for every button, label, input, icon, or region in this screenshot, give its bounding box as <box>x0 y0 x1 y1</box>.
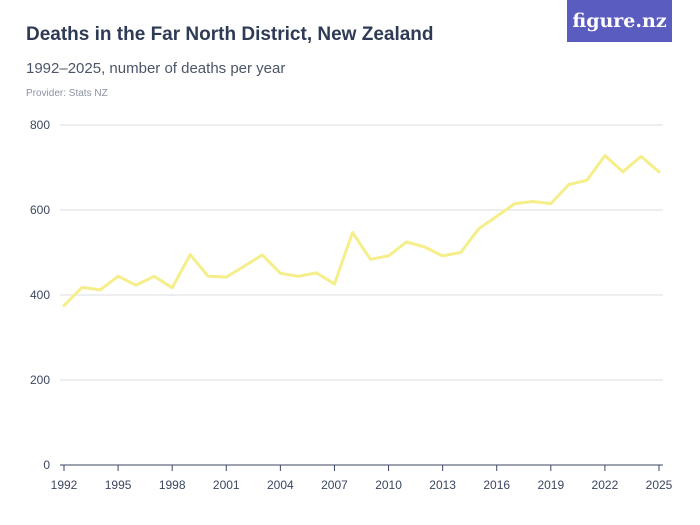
x-tick-label: 2001 <box>213 478 240 492</box>
data-provider: Provider: Stats NZ <box>26 88 108 99</box>
data-point[interactable] <box>350 230 355 235</box>
y-tick-label: 0 <box>43 458 50 472</box>
series-line-0 <box>62 154 661 308</box>
y-tick-label: 400 <box>30 288 50 302</box>
data-point[interactable] <box>242 264 247 269</box>
data-point[interactable] <box>620 169 625 174</box>
x-tick-label: 1998 <box>159 478 186 492</box>
x-axis: 1992 1995 1998 2001 2004 2007 2010 2013 2016 2019… <box>51 464 673 492</box>
x-tick-label: 2013 <box>429 478 456 492</box>
data-point[interactable] <box>440 253 445 258</box>
x-tick-label: 2007 <box>321 478 348 492</box>
chart-subtitle: 1992–2025, number of deaths per year <box>26 60 286 77</box>
x-tick-label: 2016 <box>483 478 510 492</box>
data-point[interactable] <box>314 270 319 275</box>
y-tick-label: 800 <box>30 118 50 132</box>
data-point[interactable] <box>386 253 391 258</box>
data-point[interactable] <box>494 214 499 219</box>
data-point[interactable] <box>134 283 139 288</box>
data-point[interactable] <box>296 274 301 279</box>
data-point[interactable] <box>458 250 463 255</box>
data-point[interactable] <box>476 226 481 231</box>
y-tick-label: 200 <box>30 373 50 387</box>
data-point[interactable] <box>584 178 589 183</box>
data-point[interactable] <box>404 239 409 244</box>
x-tick-label: 2025 <box>646 478 673 492</box>
data-point[interactable] <box>278 271 283 276</box>
x-tick-label: 1995 <box>105 478 132 492</box>
data-point[interactable] <box>98 287 103 292</box>
data-point[interactable] <box>116 274 121 279</box>
x-tick-label: 2010 <box>375 478 402 492</box>
data-point[interactable] <box>62 303 67 308</box>
data-point[interactable] <box>422 244 427 249</box>
x-tick-label: 2019 <box>537 478 564 492</box>
x-tick-label: 2022 <box>592 478 619 492</box>
data-point[interactable] <box>170 285 175 290</box>
data-point[interactable] <box>638 154 643 159</box>
data-point[interactable] <box>224 275 229 280</box>
gridlines <box>60 124 663 381</box>
data-point[interactable] <box>188 252 193 257</box>
y-axis: 0 200 400 600 800 <box>30 118 50 472</box>
data-point[interactable] <box>530 199 535 204</box>
y-tick-label: 600 <box>30 203 50 217</box>
data-point[interactable] <box>368 257 373 262</box>
data-point[interactable] <box>332 281 337 286</box>
data-point[interactable] <box>152 274 157 279</box>
data-point[interactable] <box>602 153 607 158</box>
data-point[interactable] <box>80 285 85 290</box>
data-point[interactable] <box>206 274 211 279</box>
series-layer <box>62 153 662 308</box>
x-tick-label: 1992 <box>51 478 78 492</box>
data-point[interactable] <box>512 201 517 206</box>
x-tick-label: 2004 <box>267 478 294 492</box>
figure-nz-logo[interactable]: figure.nz <box>567 0 672 42</box>
data-point[interactable] <box>548 201 553 206</box>
data-point[interactable] <box>657 169 662 174</box>
chart-title: Deaths in the Far North District, New Ze… <box>26 24 434 45</box>
data-point[interactable] <box>260 253 265 258</box>
data-point[interactable] <box>566 182 571 187</box>
